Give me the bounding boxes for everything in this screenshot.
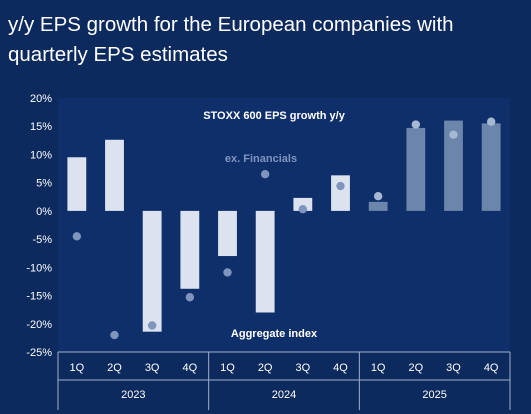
y-tick-label: -10% xyxy=(26,262,52,274)
point xyxy=(298,204,308,214)
y-tick-label: 15% xyxy=(30,121,52,133)
y-axis: -25% -20% -15% -10% -5% 0% 5% 10% 15% 20% xyxy=(26,93,52,359)
year-label: 2025 xyxy=(422,389,446,401)
point xyxy=(223,268,232,277)
bar xyxy=(331,175,350,211)
point xyxy=(373,192,383,201)
bar xyxy=(105,139,124,211)
x-tick-label: 1Q xyxy=(69,362,84,374)
title-line-1: y/y EPS growth for the European companie… xyxy=(8,13,454,36)
bar xyxy=(293,197,313,211)
bar xyxy=(67,157,87,211)
x-tick-label: 1Q xyxy=(371,362,386,374)
bar xyxy=(368,201,388,211)
point xyxy=(260,170,270,179)
bar xyxy=(406,127,426,211)
point xyxy=(336,181,345,191)
x-tick-label: 1Q xyxy=(220,362,235,374)
y-tick-label: 10% xyxy=(30,149,52,161)
page-title: y/y EPS growth for the European companie… xyxy=(8,10,523,70)
series-label-ex-financials: ex. Financials xyxy=(225,153,297,165)
y-tick-label: -25% xyxy=(26,347,52,359)
point xyxy=(486,117,496,126)
y-tick-label: -20% xyxy=(26,319,52,331)
point-series xyxy=(72,117,496,340)
point xyxy=(72,232,82,241)
series-label-aggregate: Aggregate index xyxy=(231,328,318,340)
year-label: 2023 xyxy=(121,389,145,401)
bar xyxy=(180,210,200,289)
x-tick-label: 2Q xyxy=(408,362,423,374)
point xyxy=(411,120,421,129)
y-tick-label: -15% xyxy=(26,291,52,303)
y-tick-label: -5% xyxy=(32,234,52,246)
x-tick-label: 3Q xyxy=(446,362,461,374)
bar xyxy=(142,210,162,332)
point xyxy=(185,293,195,302)
bar xyxy=(255,210,275,313)
point xyxy=(147,321,157,330)
bar xyxy=(444,120,463,211)
year-label: 2024 xyxy=(272,389,296,401)
bar-series xyxy=(67,120,501,332)
point xyxy=(110,330,119,340)
bar xyxy=(481,123,501,211)
plot-background xyxy=(58,98,510,352)
x-tick-label: 2Q xyxy=(258,362,273,374)
x-tick-label: 3Q xyxy=(145,362,160,374)
x-axis: 1Q 2Q 3Q 4Q 1Q 2Q 3Q 4Q 1Q 2Q 3Q 4Q 2023 2024 2025 xyxy=(57,351,511,410)
title-line-2: quarterly EPS estimates xyxy=(8,43,228,66)
x-tick-label: 3Q xyxy=(295,362,310,374)
y-tick-label: 20% xyxy=(30,93,52,105)
x-tick-label: 4Q xyxy=(182,362,197,374)
chart-title: STOXX 600 EPS growth y/y xyxy=(203,110,346,122)
y-tick-label: 0% xyxy=(36,206,52,218)
x-tick-label: 4Q xyxy=(484,362,499,374)
y-tick-label: 5% xyxy=(36,178,52,190)
bar xyxy=(218,210,237,257)
point xyxy=(449,130,458,139)
x-tick-label: 2Q xyxy=(107,362,122,374)
x-tick-label: 4Q xyxy=(333,362,348,374)
